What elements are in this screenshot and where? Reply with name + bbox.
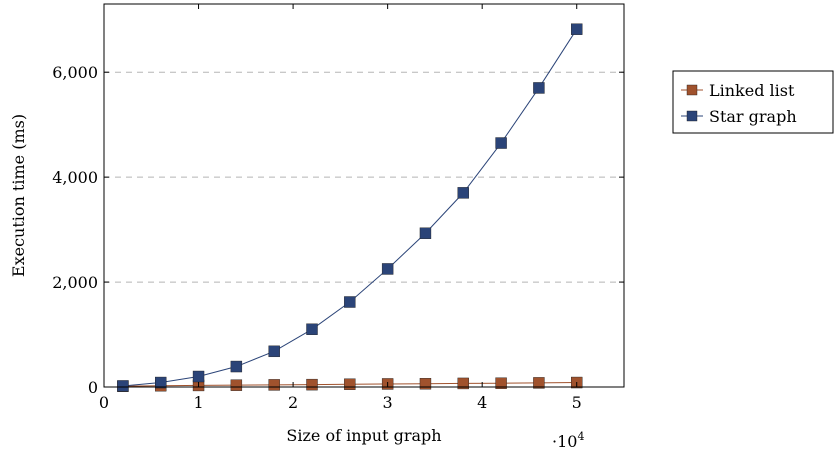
x-tick-label: 1 <box>193 393 203 412</box>
data-point <box>419 227 432 239</box>
data-point <box>344 378 356 390</box>
data-point <box>419 378 432 390</box>
x-tick-label: 2 <box>288 393 298 412</box>
data-point <box>306 323 318 335</box>
legend-marker <box>686 110 698 122</box>
x-tick-label: 0 <box>99 393 109 412</box>
data-point <box>381 263 394 275</box>
legend-marker <box>686 84 698 96</box>
x-axis-multiplier: ·104 <box>552 430 584 451</box>
data-point <box>495 377 507 389</box>
series-linked-list <box>117 376 583 392</box>
legend-label: Star graph <box>709 107 797 126</box>
tick-labels: 0 1 2 3 4 5 0 2,000 4,000 6,000 <box>52 63 582 412</box>
x-axis-label: Size of input graph <box>286 426 441 445</box>
data-point <box>230 379 243 391</box>
y-tick-label: 6,000 <box>52 63 98 82</box>
legend-box <box>672 70 834 134</box>
data-point <box>344 296 356 308</box>
data-point <box>192 370 205 383</box>
legend: Linked list Star graph <box>672 70 834 134</box>
series-star-graph <box>117 23 583 392</box>
series-layer <box>117 23 583 392</box>
data-point <box>268 379 280 391</box>
data-point <box>495 137 507 149</box>
y-tick-label: 0 <box>88 378 98 397</box>
y-tick-label: 4,000 <box>52 168 98 187</box>
y-axis-label: Execution time (ms) <box>9 114 28 277</box>
data-point <box>117 380 129 392</box>
data-point <box>155 376 167 389</box>
legend-item: Star graph <box>681 107 797 126</box>
data-point <box>457 187 469 199</box>
legend-item: Linked list <box>681 81 795 100</box>
grid <box>104 71 624 283</box>
data-point <box>533 377 545 389</box>
x-multiplier-base: ·10 <box>552 432 577 451</box>
plot-frame <box>103 3 625 388</box>
series-line <box>122 28 578 387</box>
axis-ticks <box>103 4 624 388</box>
y-tick-label: 2,000 <box>52 273 98 292</box>
x-multiplier-exponent: 4 <box>577 430 584 443</box>
x-tick-label: 4 <box>477 393 487 412</box>
data-point <box>306 378 318 391</box>
legend-label: Linked list <box>709 81 795 100</box>
x-tick-label: 5 <box>572 393 582 412</box>
data-point <box>571 23 583 35</box>
data-point <box>268 345 280 358</box>
data-point <box>533 82 545 94</box>
data-point <box>457 377 469 390</box>
data-point <box>230 360 243 373</box>
x-tick-label: 3 <box>383 393 393 412</box>
